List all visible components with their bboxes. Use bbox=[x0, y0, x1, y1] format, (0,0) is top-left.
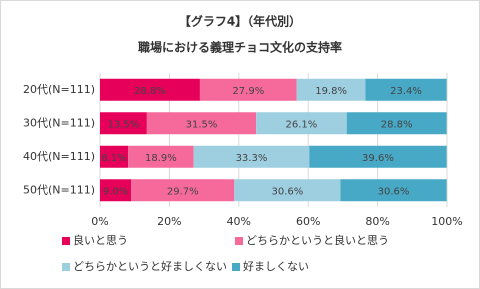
legend-label: どちらかというと良いと思う bbox=[246, 233, 389, 247]
bar-segment bbox=[199, 78, 297, 101]
chart-subtitle: 職場における義理チョコ文化の支持率 bbox=[138, 40, 342, 55]
x-tick-label: 20% bbox=[157, 215, 181, 228]
bar-segment bbox=[100, 145, 129, 168]
value-label: 30.6% bbox=[271, 186, 303, 197]
legend-label: どちらかというと好ましくない bbox=[73, 259, 227, 273]
bar-segment bbox=[100, 179, 132, 202]
bar-segment bbox=[309, 145, 447, 168]
legend-label: 好ましくない bbox=[243, 259, 309, 273]
x-tick-label: 60% bbox=[296, 215, 320, 228]
y-tick-label: 50代(N=111) bbox=[23, 183, 95, 196]
y-tick-label: 40代(N=111) bbox=[23, 150, 95, 163]
bar-segment bbox=[128, 145, 194, 168]
chart-title: 【グラフ4】（年代別） bbox=[179, 14, 301, 29]
value-label: 13.5% bbox=[108, 119, 140, 130]
value-label: 29.7% bbox=[167, 186, 199, 197]
bar-segment bbox=[146, 112, 257, 135]
x-tick-label: 40% bbox=[227, 215, 251, 228]
legend-swatch bbox=[232, 263, 240, 271]
value-label: 18.9% bbox=[145, 153, 177, 164]
value-label: 28.8% bbox=[381, 119, 413, 130]
legend-swatch bbox=[235, 237, 243, 245]
value-label: 23.4% bbox=[390, 86, 422, 97]
y-tick-label: 30代(N=111) bbox=[23, 116, 95, 129]
x-tick-label: 80% bbox=[365, 215, 389, 228]
legend-swatch bbox=[62, 263, 70, 271]
x-tick-label: 100% bbox=[431, 215, 462, 228]
value-label: 19.8% bbox=[315, 86, 347, 97]
value-label: 8.1% bbox=[101, 153, 126, 164]
bar-segment bbox=[193, 145, 310, 168]
bar-segment bbox=[131, 179, 235, 202]
bar-segment bbox=[234, 179, 341, 202]
value-label: 39.6% bbox=[362, 153, 394, 164]
value-label: 28.8% bbox=[134, 86, 166, 97]
value-label: 30.6% bbox=[378, 186, 410, 197]
value-label: 9.0% bbox=[103, 186, 128, 197]
y-tick-label: 20代(N=111) bbox=[23, 83, 95, 96]
legend-label: 良いと思う bbox=[73, 233, 128, 247]
bar-segment bbox=[346, 112, 447, 135]
bar-segment bbox=[296, 78, 366, 101]
value-label: 26.1% bbox=[286, 119, 318, 130]
bar-segment bbox=[100, 112, 147, 135]
x-tick-label: 0% bbox=[91, 215, 108, 228]
legend-swatch bbox=[62, 237, 70, 245]
value-label: 27.9% bbox=[232, 86, 264, 97]
bar-segment bbox=[340, 179, 447, 202]
value-label: 31.5% bbox=[186, 119, 218, 130]
bar-segment bbox=[256, 112, 347, 135]
value-label: 33.3% bbox=[236, 153, 268, 164]
bar-segment bbox=[365, 78, 447, 101]
bar-segment bbox=[100, 78, 200, 101]
